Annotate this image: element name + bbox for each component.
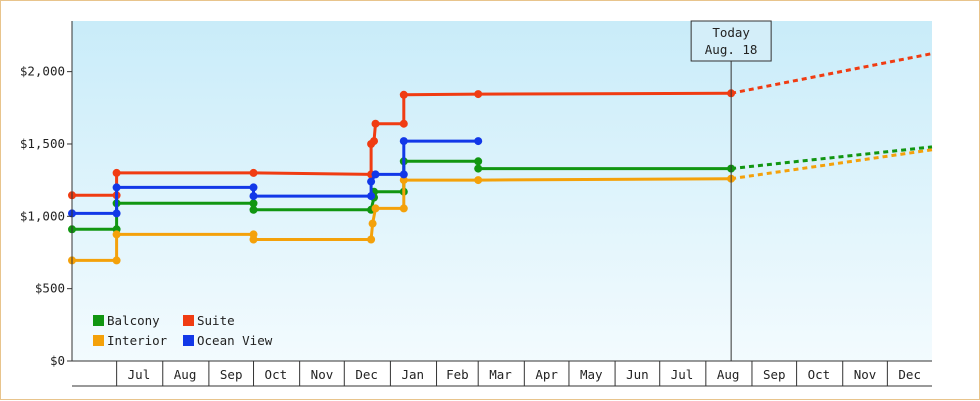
- data-point-suite-10[interactable]: [474, 90, 483, 99]
- x-tick-label-5: Dec: [355, 367, 378, 382]
- data-point-ocean-view-10[interactable]: [474, 137, 483, 146]
- x-tick-label-12: Jul: [671, 367, 694, 382]
- x-tick-label-1: Aug: [174, 367, 197, 382]
- x-tick-label-6: Jan: [401, 367, 424, 382]
- x-tick-label-7: Feb: [446, 367, 469, 382]
- legend-label-suite[interactable]: Suite: [197, 313, 235, 328]
- data-point-ocean-view-5[interactable]: [367, 192, 376, 201]
- y-tick-label-0: $0: [50, 353, 65, 368]
- data-point-ocean-view-4[interactable]: [249, 192, 258, 201]
- data-point-ocean-view-3[interactable]: [249, 183, 258, 192]
- data-point-ocean-view-6[interactable]: [367, 177, 376, 186]
- x-tick-label-13: Aug: [717, 367, 740, 382]
- data-point-ocean-view-1[interactable]: [112, 209, 121, 218]
- data-point-suite-3[interactable]: [249, 168, 258, 177]
- legend-swatch-interior: [93, 335, 104, 346]
- legend-swatch-ocean-view: [183, 335, 194, 346]
- data-point-balcony-11[interactable]: [474, 164, 483, 173]
- x-tick-label-0: Jul: [128, 367, 151, 382]
- x-tick-label-15: Oct: [808, 367, 831, 382]
- data-point-ocean-view-9[interactable]: [399, 137, 408, 146]
- legend-swatch-suite: [183, 315, 194, 326]
- y-tick-label-3: $1,500: [20, 136, 65, 151]
- x-tick-label-2: Sep: [220, 367, 243, 382]
- data-point-interior-10[interactable]: [474, 176, 483, 185]
- x-tick-label-3: Oct: [265, 367, 288, 382]
- legend-swatch-balcony: [93, 315, 104, 326]
- x-tick-label-14: Sep: [763, 367, 786, 382]
- data-point-suite-8[interactable]: [399, 119, 408, 128]
- legend-label-interior[interactable]: Interior: [107, 333, 168, 348]
- series-suite: [68, 52, 933, 200]
- data-point-balcony-10[interactable]: [474, 157, 483, 166]
- data-point-ocean-view-2[interactable]: [112, 183, 121, 192]
- data-point-interior-2[interactable]: [112, 230, 121, 239]
- data-point-balcony-4[interactable]: [249, 205, 258, 214]
- plot-area: [72, 21, 932, 361]
- x-tick-label-9: Apr: [535, 367, 558, 382]
- data-point-interior-6[interactable]: [368, 219, 377, 228]
- data-point-interior-5[interactable]: [367, 235, 376, 244]
- forecast-line-interior: [730, 148, 933, 181]
- x-tick-label-16: Nov: [854, 367, 877, 382]
- today-label-box: [690, 20, 772, 62]
- legend-label-balcony[interactable]: Balcony: [107, 313, 160, 328]
- data-point-interior-8[interactable]: [399, 204, 408, 213]
- series-ocean-view: [68, 137, 483, 218]
- y-tick-label-1: $500: [35, 281, 65, 296]
- y-tick-label-4: $2,000: [20, 64, 65, 79]
- series-line-interior: [72, 177, 732, 262]
- x-tick-label-4: Nov: [311, 367, 334, 382]
- data-point-ocean-view-7[interactable]: [371, 170, 380, 179]
- series-interior: [68, 148, 933, 265]
- data-point-suite-2[interactable]: [112, 168, 121, 177]
- data-point-balcony-3[interactable]: [249, 199, 258, 208]
- forecast-line-suite: [730, 52, 933, 95]
- data-point-interior-4[interactable]: [249, 235, 258, 244]
- data-point-interior-1[interactable]: [112, 256, 121, 265]
- data-point-suite-6[interactable]: [370, 137, 378, 146]
- data-point-interior-7[interactable]: [371, 204, 380, 213]
- today-label-line1: Today: [712, 25, 750, 40]
- legend-label-ocean-view[interactable]: Ocean View: [197, 333, 273, 348]
- today-label-line2: Aug. 18: [705, 42, 758, 57]
- y-tick-label-2: $1,000: [20, 208, 65, 223]
- x-tick-label-8: Mar: [489, 367, 512, 382]
- forecast-line-balcony: [730, 145, 933, 171]
- data-point-suite-7[interactable]: [371, 119, 380, 128]
- x-tick-label-10: May: [580, 367, 603, 382]
- data-point-ocean-view-8[interactable]: [399, 170, 408, 179]
- x-tick-label-11: Jun: [626, 367, 649, 382]
- data-point-interior-9[interactable]: [399, 176, 408, 185]
- data-point-suite-9[interactable]: [399, 90, 408, 99]
- x-tick-label-17: Dec: [898, 367, 921, 382]
